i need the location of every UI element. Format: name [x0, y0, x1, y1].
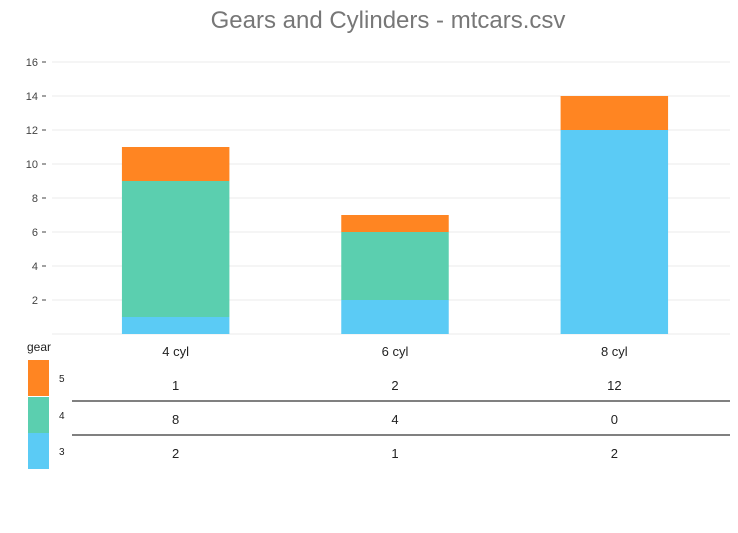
table-cell: 2: [172, 446, 179, 461]
legend-swatch-gear-4: [28, 397, 49, 433]
table-cell: 4: [391, 412, 398, 427]
legend-swatch-gear-3: [28, 433, 49, 469]
legend-label: 5: [59, 374, 65, 385]
bar-segment-gear-5: [341, 215, 449, 232]
bar-segment-gear-4: [121, 181, 230, 317]
data-table: 1 2 128 4 02 1 2: [72, 378, 730, 461]
bar-segment-gear-5: [560, 96, 669, 130]
category-label: 4 cyl: [162, 344, 189, 359]
y-tick-label: 16: [26, 57, 38, 69]
category-label: 6 cyl: [382, 344, 409, 359]
bar-segment-gear-5: [121, 147, 230, 181]
category-labels: 4 cyl 6 cyl 8 cyl: [162, 344, 628, 359]
y-tick-label: 12: [26, 125, 38, 137]
bar-segment-gear-3: [560, 130, 669, 334]
table-cell: 0: [611, 412, 618, 427]
table-cell: 1: [172, 378, 179, 393]
bars: [121, 96, 669, 334]
table-cell: 8: [172, 412, 179, 427]
bar-segment-gear-3: [121, 317, 230, 334]
legend-title: gear: [27, 340, 51, 354]
y-tick-label: 2: [32, 295, 38, 307]
legend: gear 5 4 3: [27, 340, 65, 469]
y-axis: 2 4 6 8 10 12 14 16: [26, 57, 46, 307]
table-cell: 2: [391, 378, 398, 393]
y-tick-label: 14: [26, 91, 38, 103]
y-tick-label: 10: [26, 159, 38, 171]
category-label: 8 cyl: [601, 344, 628, 359]
legend-label: 3: [59, 447, 65, 458]
y-tick-label: 8: [32, 193, 38, 205]
y-tick-label: 4: [32, 261, 38, 273]
legend-label: 4: [59, 411, 65, 422]
table-cell: 12: [607, 378, 621, 393]
bar-segment-gear-3: [341, 300, 449, 334]
table-cell: 2: [611, 446, 618, 461]
bar-segment-gear-4: [341, 232, 449, 300]
chart-title: Gears and Cylinders - mtcars.csv: [211, 7, 566, 34]
table-cell: 1: [391, 446, 398, 461]
y-tick-label: 6: [32, 227, 38, 239]
legend-swatch-gear-5: [28, 360, 49, 396]
